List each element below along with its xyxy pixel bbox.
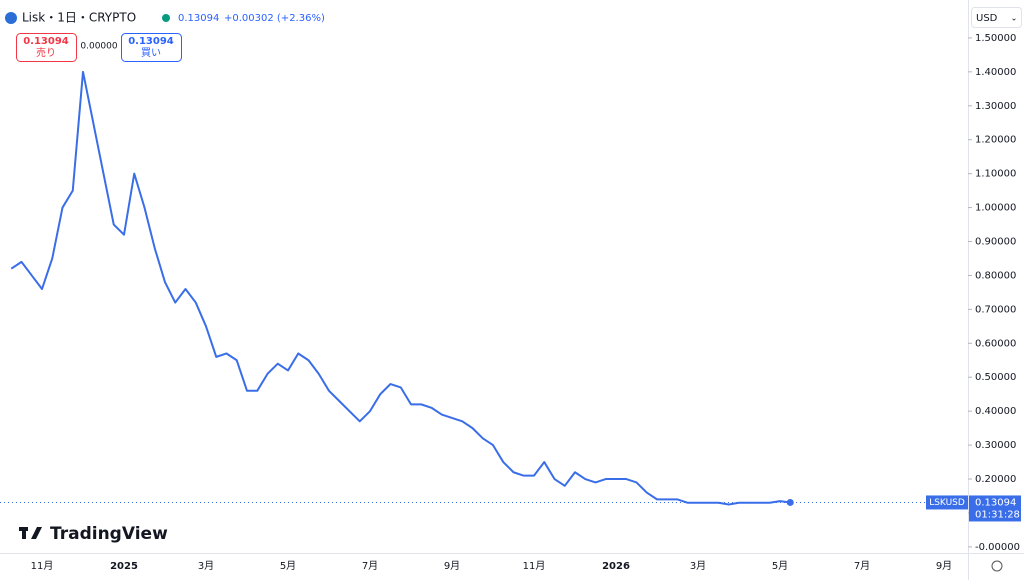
x-tick-label: 9月 bbox=[444, 560, 460, 572]
y-tick-label: 1.20000 bbox=[975, 135, 1016, 146]
x-tick-label: 7月 bbox=[362, 560, 378, 572]
x-tick-label: 9月 bbox=[936, 560, 952, 572]
change: +0.00302 (+2.36%) bbox=[224, 13, 325, 24]
y-tick-label: 0.90000 bbox=[975, 237, 1016, 248]
y-tick-label: 0.50000 bbox=[975, 372, 1016, 383]
x-tick-label: 11月 bbox=[523, 560, 546, 572]
symbol-icon bbox=[5, 12, 17, 24]
currency: USD bbox=[976, 13, 998, 24]
sell-button[interactable] bbox=[16, 33, 77, 62]
status-dot bbox=[162, 14, 170, 22]
y-tick-label: 1.50000 bbox=[975, 33, 1016, 44]
x-tick-label: 2025 bbox=[110, 561, 138, 572]
price: 0.13094 bbox=[178, 13, 219, 24]
x-tick-label: 3月 bbox=[690, 560, 706, 572]
last-price-dot bbox=[786, 498, 794, 506]
y-tick-label: 1.00000 bbox=[975, 203, 1016, 214]
x-tick-label: 11月 bbox=[31, 560, 54, 572]
y-tick-label: 0.80000 bbox=[975, 270, 1016, 281]
x-tick-label: 5月 bbox=[280, 560, 296, 572]
y-tick-label: 0.30000 bbox=[975, 440, 1016, 451]
y-tick-label: -0.00000 bbox=[975, 542, 1020, 553]
x-tick-label: 3月 bbox=[198, 560, 214, 572]
price-line bbox=[10, 70, 791, 506]
y-tick-label: 0.70000 bbox=[975, 304, 1016, 315]
logo-text: TradingView bbox=[50, 524, 168, 544]
sell-label: 売り bbox=[36, 46, 56, 59]
logo: TradingView bbox=[19, 524, 168, 544]
currency-caret: ⌄ bbox=[1011, 14, 1018, 23]
currency-button[interactable] bbox=[971, 7, 1022, 28]
y-tick-label: 1.30000 bbox=[975, 101, 1016, 112]
x-tick-label: 2026 bbox=[602, 561, 630, 572]
y-tick-label: 0.20000 bbox=[975, 474, 1016, 485]
ticker-badge bbox=[926, 495, 968, 510]
symbol: Lisk・1日・CRYPTO bbox=[22, 11, 136, 25]
x-tick-label: 7月 bbox=[854, 560, 870, 572]
buy-button[interactable] bbox=[121, 33, 182, 62]
buy-label: 買い bbox=[141, 47, 161, 59]
ticker: LSKUSD bbox=[929, 498, 965, 508]
settings-icon[interactable] bbox=[991, 560, 1003, 572]
y-tick-label: 0.60000 bbox=[975, 338, 1016, 349]
buy-price: 0.13094 bbox=[128, 36, 174, 47]
price-badge bbox=[969, 495, 1021, 522]
logo-mark bbox=[22, 527, 26, 539]
countdown: 01:31:28 bbox=[975, 509, 1020, 520]
y-tick-label: 0.40000 bbox=[975, 406, 1016, 417]
sell-price: 0.13094 bbox=[23, 36, 69, 47]
y-tick-label: 1.10000 bbox=[975, 169, 1016, 180]
y-tick-label: 1.40000 bbox=[975, 67, 1016, 78]
logo-mark bbox=[31, 527, 42, 539]
x-tick-label: 5月 bbox=[772, 560, 788, 572]
spread: 0.00000 bbox=[80, 42, 117, 52]
price-badge-label: 0.13094 bbox=[975, 497, 1016, 508]
